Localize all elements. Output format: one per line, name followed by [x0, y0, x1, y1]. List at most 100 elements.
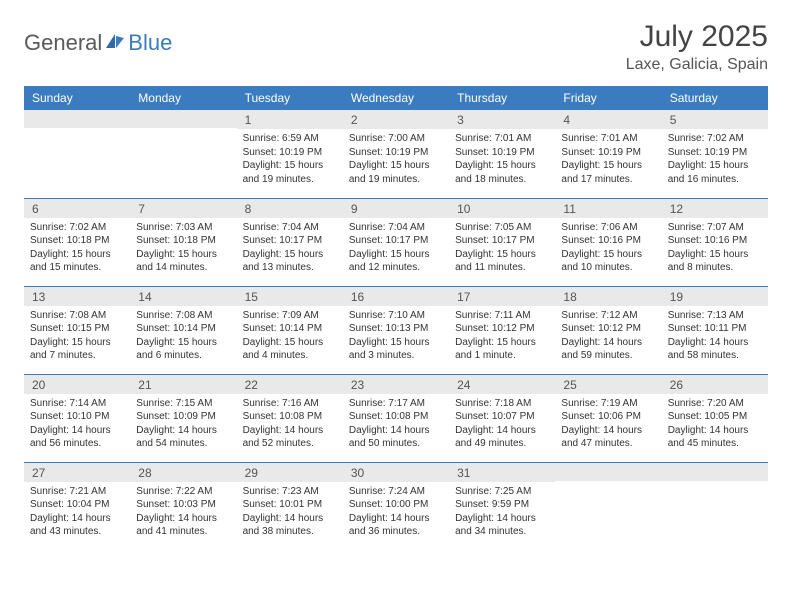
- sunset-line: Sunset: 10:03 PM: [136, 498, 230, 512]
- sunset-line: Sunset: 10:19 PM: [349, 146, 443, 160]
- daylight-line: Daylight: 15 hours and 1 minute.: [455, 336, 549, 363]
- page-header: General Blue July 2025 Laxe, Galicia, Sp…: [24, 20, 768, 74]
- day-details: Sunrise: 7:13 AMSunset: 10:11 PMDaylight…: [662, 306, 768, 367]
- sunset-line: Sunset: 10:18 PM: [30, 234, 124, 248]
- brand-part2-text: Blue: [128, 30, 172, 56]
- day-details: Sunrise: 7:12 AMSunset: 10:12 PMDaylight…: [555, 306, 661, 367]
- daylight-line: Daylight: 14 hours and 59 minutes.: [561, 336, 655, 363]
- sunrise-line: Sunrise: 7:05 AM: [455, 221, 549, 235]
- daylight-line: Daylight: 15 hours and 3 minutes.: [349, 336, 443, 363]
- day-details: Sunrise: 7:20 AMSunset: 10:05 PMDaylight…: [662, 394, 768, 455]
- sunset-line: Sunset: 10:18 PM: [136, 234, 230, 248]
- daylight-line: Daylight: 14 hours and 34 minutes.: [455, 512, 549, 539]
- sunrise-line: Sunrise: 7:17 AM: [349, 397, 443, 411]
- day-details: Sunrise: 7:24 AMSunset: 10:00 PMDaylight…: [343, 482, 449, 543]
- day-details: Sunrise: 7:15 AMSunset: 10:09 PMDaylight…: [130, 394, 236, 455]
- day-details: Sunrise: 7:17 AMSunset: 10:08 PMDaylight…: [343, 394, 449, 455]
- daylight-line: Daylight: 14 hours and 54 minutes.: [136, 424, 230, 451]
- weekday-header: Saturday: [662, 86, 768, 110]
- daylight-line: Daylight: 15 hours and 11 minutes.: [455, 248, 549, 275]
- day-number: 7: [130, 199, 236, 218]
- sunset-line: Sunset: 10:16 PM: [668, 234, 762, 248]
- day-number: 2: [343, 110, 449, 129]
- sunrise-line: Sunrise: 7:20 AM: [668, 397, 762, 411]
- day-number: 24: [449, 375, 555, 394]
- day-number: 15: [237, 287, 343, 306]
- day-number: 4: [555, 110, 661, 129]
- calendar-day-cell: 15Sunrise: 7:09 AMSunset: 10:14 PMDaylig…: [237, 286, 343, 374]
- day-number: 25: [555, 375, 661, 394]
- daylight-line: Daylight: 14 hours and 56 minutes.: [30, 424, 124, 451]
- sunrise-line: Sunrise: 7:13 AM: [668, 309, 762, 323]
- calendar-day-cell: 3Sunrise: 7:01 AMSunset: 10:19 PMDayligh…: [449, 110, 555, 198]
- empty-daynum: [555, 463, 661, 481]
- day-number: 11: [555, 199, 661, 218]
- sunset-line: Sunset: 10:12 PM: [561, 322, 655, 336]
- brand-part2: Blue: [104, 30, 172, 56]
- calendar-day-cell: [555, 462, 661, 550]
- sunset-line: Sunset: 10:08 PM: [349, 410, 443, 424]
- calendar-day-cell: [130, 110, 236, 198]
- calendar-day-cell: 19Sunrise: 7:13 AMSunset: 10:11 PMDaylig…: [662, 286, 768, 374]
- calendar-day-cell: 21Sunrise: 7:15 AMSunset: 10:09 PMDaylig…: [130, 374, 236, 462]
- day-number: 26: [662, 375, 768, 394]
- calendar-day-cell: 22Sunrise: 7:16 AMSunset: 10:08 PMDaylig…: [237, 374, 343, 462]
- daylight-line: Daylight: 14 hours and 47 minutes.: [561, 424, 655, 451]
- day-details: Sunrise: 7:19 AMSunset: 10:06 PMDaylight…: [555, 394, 661, 455]
- sunset-line: Sunset: 10:17 PM: [243, 234, 337, 248]
- weekday-header: Friday: [555, 86, 661, 110]
- sunset-line: Sunset: 10:14 PM: [136, 322, 230, 336]
- sunrise-line: Sunrise: 7:19 AM: [561, 397, 655, 411]
- daylight-line: Daylight: 14 hours and 41 minutes.: [136, 512, 230, 539]
- calendar-day-cell: 26Sunrise: 7:20 AMSunset: 10:05 PMDaylig…: [662, 374, 768, 462]
- sunrise-line: Sunrise: 7:04 AM: [349, 221, 443, 235]
- sunrise-line: Sunrise: 7:08 AM: [30, 309, 124, 323]
- sunrise-line: Sunrise: 7:10 AM: [349, 309, 443, 323]
- calendar-day-cell: 24Sunrise: 7:18 AMSunset: 10:07 PMDaylig…: [449, 374, 555, 462]
- day-number: 9: [343, 199, 449, 218]
- calendar-day-cell: 1Sunrise: 6:59 AMSunset: 10:19 PMDayligh…: [237, 110, 343, 198]
- calendar-day-cell: 9 Sunrise: 7:04 AMSunset: 10:17 PMDayligh…: [343, 198, 449, 286]
- sunset-line: Sunset: 10:09 PM: [136, 410, 230, 424]
- day-details: Sunrise: 7:00 AMSunset: 10:19 PMDaylight…: [343, 129, 449, 190]
- calendar-day-cell: 25Sunrise: 7:19 AMSunset: 10:06 PMDaylig…: [555, 374, 661, 462]
- day-details: Sunrise: 7:25 AMSunset: 9:59 PMDaylight:…: [449, 482, 555, 543]
- sunset-line: Sunset: 9:59 PM: [455, 498, 549, 512]
- calendar-day-cell: 20Sunrise: 7:14 AMSunset: 10:10 PMDaylig…: [24, 374, 130, 462]
- day-details: Sunrise: 7:02 AMSunset: 10:19 PMDaylight…: [662, 129, 768, 190]
- daylight-line: Daylight: 15 hours and 16 minutes.: [668, 159, 762, 186]
- calendar-day-cell: 23Sunrise: 7:17 AMSunset: 10:08 PMDaylig…: [343, 374, 449, 462]
- sunrise-line: Sunrise: 7:02 AM: [668, 132, 762, 146]
- sunset-line: Sunset: 10:19 PM: [455, 146, 549, 160]
- weekday-header: Wednesday: [343, 86, 449, 110]
- sunset-line: Sunset: 10:13 PM: [349, 322, 443, 336]
- day-number: 23: [343, 375, 449, 394]
- calendar-day-cell: [662, 462, 768, 550]
- day-number: 10: [449, 199, 555, 218]
- day-number: 18: [555, 287, 661, 306]
- empty-daynum: [24, 110, 130, 128]
- calendar-week-row: 13Sunrise: 7:08 AMSunset: 10:15 PMDaylig…: [24, 286, 768, 374]
- sunset-line: Sunset: 10:17 PM: [349, 234, 443, 248]
- day-number: 21: [130, 375, 236, 394]
- calendar-day-cell: 29Sunrise: 7:23 AMSunset: 10:01 PMDaylig…: [237, 462, 343, 550]
- daylight-line: Daylight: 15 hours and 12 minutes.: [349, 248, 443, 275]
- day-details: Sunrise: 7:01 AMSunset: 10:19 PMDaylight…: [555, 129, 661, 190]
- empty-daynum: [130, 110, 236, 128]
- sunrise-line: Sunrise: 7:01 AM: [561, 132, 655, 146]
- daylight-line: Daylight: 15 hours and 14 minutes.: [136, 248, 230, 275]
- calendar-day-cell: 28Sunrise: 7:22 AMSunset: 10:03 PMDaylig…: [130, 462, 236, 550]
- day-number: 30: [343, 463, 449, 482]
- weekday-header: Tuesday: [237, 86, 343, 110]
- weekday-header: Monday: [130, 86, 236, 110]
- sunrise-line: Sunrise: 7:00 AM: [349, 132, 443, 146]
- calendar-day-cell: 8Sunrise: 7:04 AMSunset: 10:17 PMDayligh…: [237, 198, 343, 286]
- day-number: 19: [662, 287, 768, 306]
- sunset-line: Sunset: 10:16 PM: [561, 234, 655, 248]
- sunrise-line: Sunrise: 7:21 AM: [30, 485, 124, 499]
- sunrise-line: Sunrise: 7:07 AM: [668, 221, 762, 235]
- calendar-day-cell: 6Sunrise: 7:02 AMSunset: 10:18 PMDayligh…: [24, 198, 130, 286]
- day-details: Sunrise: 7:16 AMSunset: 10:08 PMDaylight…: [237, 394, 343, 455]
- day-number: 1: [237, 110, 343, 129]
- sunrise-line: Sunrise: 7:25 AM: [455, 485, 549, 499]
